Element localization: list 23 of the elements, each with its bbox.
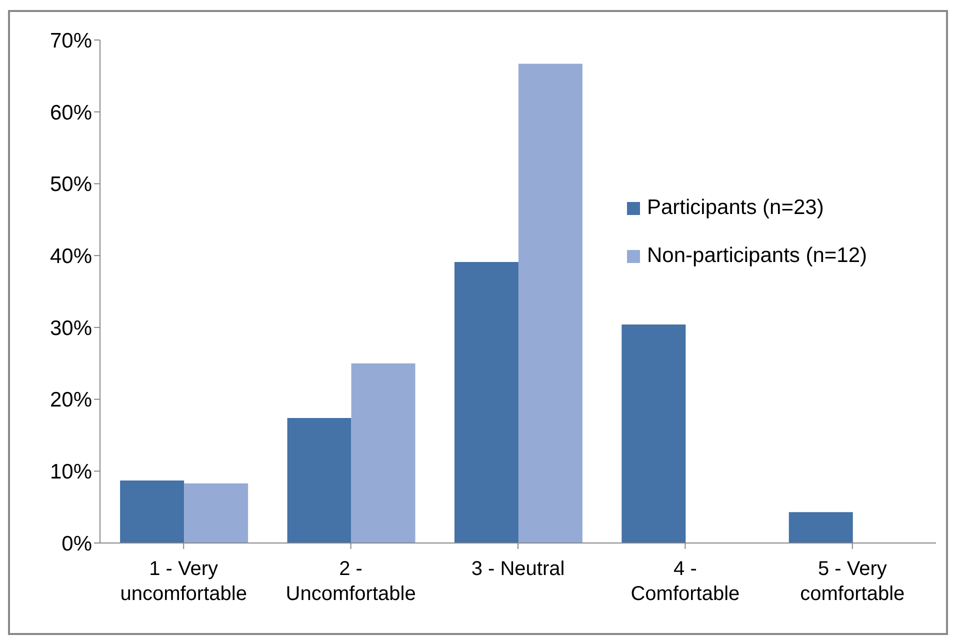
x-tick-label: 1 - Very uncomfortable [120, 558, 247, 605]
legend-label: Participants (n=23) [647, 196, 824, 220]
y-tick-label: 70% [50, 29, 92, 52]
y-tick-label: 20% [50, 388, 92, 412]
x-tick-label: 2 - Uncomfortable [286, 558, 416, 605]
bar [518, 64, 582, 543]
y-tick-label: 50% [50, 173, 92, 196]
bar [287, 418, 352, 543]
y-tick-label: 60% [50, 101, 92, 124]
legend-label: Non-participants (n=12) [647, 244, 868, 268]
bar [120, 480, 184, 543]
x-tick-label: 5 - Very comfortable [800, 558, 905, 605]
y-tick-label: 30% [50, 316, 92, 340]
x-tick-label: 3 - Neutral [471, 558, 565, 580]
bar [184, 483, 248, 543]
x-tick-label: 4 - Comfortable [630, 558, 740, 605]
bar [454, 262, 518, 543]
bar [622, 324, 686, 543]
y-tick-label: 0% [62, 532, 92, 556]
bar [788, 512, 853, 543]
y-tick-label: 40% [50, 245, 92, 268]
bar [351, 363, 416, 543]
y-tick-label: 10% [50, 460, 92, 484]
